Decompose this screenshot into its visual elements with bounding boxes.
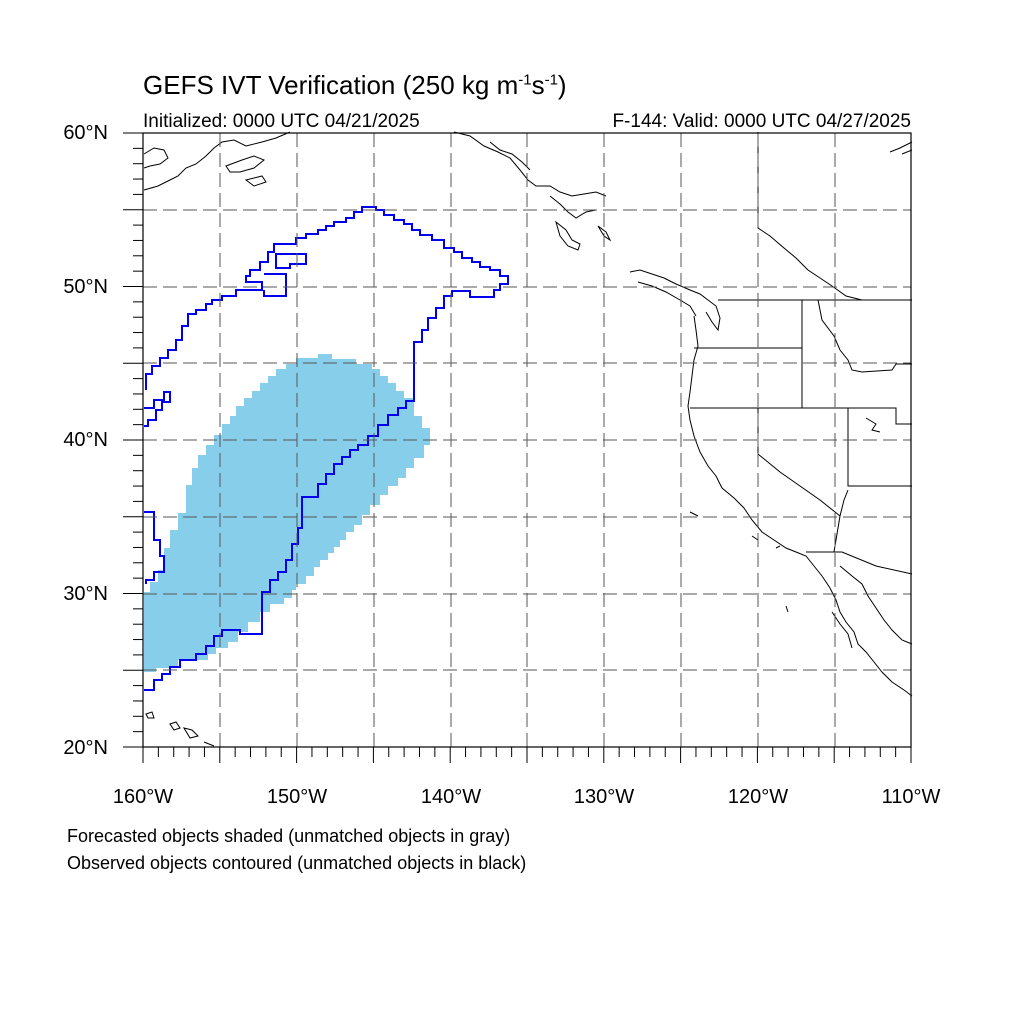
lat-label-30n: 30°N [63, 583, 108, 605]
forecast-ivt-object [144, 354, 430, 672]
axis-ticks [123, 132, 912, 763]
observed-ivt-contours [144, 206, 509, 691]
observed-object-main [144, 206, 509, 691]
observed-note: Observed objects contoured (unmatched ob… [67, 853, 527, 873]
observed-object-hole-small [275, 253, 307, 269]
lat-label-60n: 60°N [63, 122, 108, 144]
coastlines [143, 131, 913, 747]
political-boundaries [690, 132, 913, 575]
figure-title: GEFS IVT Verification (250 kg m-1s-1) [143, 70, 567, 100]
lon-label-160w: 160°W [112, 786, 174, 808]
lon-label-130w: 130°W [573, 786, 635, 808]
observed-object-west-edge [144, 391, 171, 427]
initialized-label: Initialized: 0000 UTC 04/21/2025 [143, 111, 420, 132]
lat-label-50n: 50°N [63, 276, 108, 298]
lat-label-40n: 40°N [63, 429, 108, 451]
valid-time-label: F-144: Valid: 0000 UTC 04/27/2025 [612, 111, 911, 132]
lon-label-120w: 120°W [727, 786, 789, 808]
map-gridlines [143, 133, 911, 747]
lon-label-150w: 150°W [266, 786, 328, 808]
lat-label-20n: 20°N [63, 737, 108, 759]
observed-object-west-edge-2 [144, 511, 165, 584]
observed-object-hole [263, 273, 287, 297]
lon-label-140w: 140°W [420, 786, 482, 808]
lon-label-110w: 110°W [881, 786, 941, 808]
forecast-note: Forecasted objects shaded (unmatched obj… [67, 826, 511, 846]
